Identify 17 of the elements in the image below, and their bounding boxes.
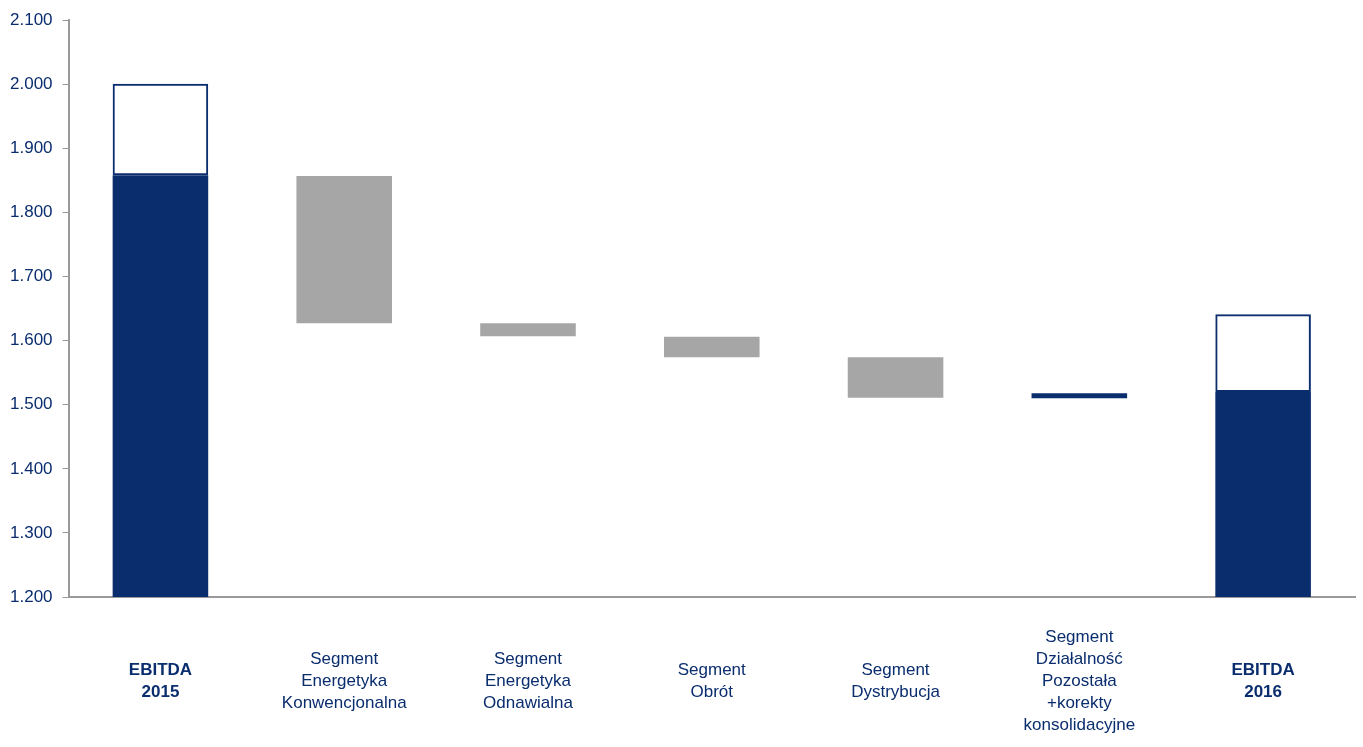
y-tick-label: 1.800 — [9, 202, 53, 222]
y-tick-label: 1.400 — [9, 458, 53, 478]
x-tick-label: Segment Obrót — [677, 659, 747, 701]
y-tick-label: 1.900 — [9, 138, 53, 158]
y-tick-label: 2.100 — [9, 9, 53, 29]
x-tick-label: Segment Dystrybucja — [851, 659, 941, 701]
y-tick-label: 1.300 — [9, 522, 53, 542]
y-tick-label: 1.700 — [9, 266, 53, 286]
y-tick-label: 2.000 — [9, 73, 53, 93]
x-tick-label: Segment Energetyka Odnawialna — [483, 648, 574, 712]
x-tick-label: Segment Działalność Pozostała +korekty konsolidacyjne — [1023, 626, 1136, 734]
x-tick-label: EBITDA 2015 — [128, 659, 193, 701]
y-tick-label: 1.500 — [9, 394, 53, 414]
x-tick-label: EBITDA 2016 — [1231, 659, 1295, 701]
x-tick-label: Segment Energetyka Konwencjonalna — [281, 648, 408, 712]
y-tick-label: 1.200 — [9, 586, 53, 606]
y-tick-label: 1.600 — [9, 330, 53, 350]
